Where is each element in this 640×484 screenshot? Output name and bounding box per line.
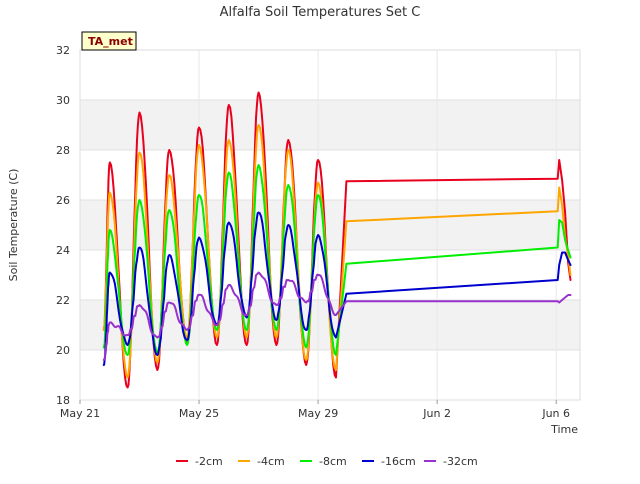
site-tag: TA_met — [81, 31, 137, 51]
site-tag-label: TA_met — [88, 35, 133, 48]
series-line-minus-32cm — [102, 271, 572, 361]
y-tick-label: 22 — [56, 294, 70, 307]
legend-label: -16cm — [381, 455, 416, 468]
y-tick-label: 20 — [56, 344, 70, 357]
plot-area-frame — [79, 49, 581, 401]
y-axis-title: Soil Temperature (C) — [7, 169, 20, 282]
y-tick-label: 32 — [56, 44, 70, 57]
x-tick-label: May 25 — [179, 407, 219, 420]
legend-item: -32cm — [424, 455, 478, 468]
y-tick-label: 18 — [56, 394, 70, 407]
legend: -2cm -4cm -8cm -16cm -32cm — [176, 455, 478, 468]
x-tick-label: May 21 — [60, 407, 100, 420]
y-tick-label: 24 — [56, 244, 70, 257]
legend-label: -2cm — [195, 455, 223, 468]
legend-item: -4cm — [238, 455, 285, 468]
legend-label: -32cm — [443, 455, 478, 468]
plot-band — [80, 100, 580, 150]
series-lines — [102, 91, 572, 389]
chart-title: Alfalfa Soil Temperatures Set C — [220, 5, 421, 20]
y-axis-ticks: 18 20 22 24 26 28 30 32 — [56, 44, 70, 407]
x-tick-label: Jun 2 — [422, 407, 451, 420]
plot-band — [80, 200, 580, 250]
x-axis-ticks: May 21 May 25 May 29 Jun 2 Jun 6 — [60, 400, 570, 420]
x-axis-title: Time — [550, 423, 578, 436]
y-tick-label: 26 — [56, 194, 70, 207]
x-tick-label: Jun 6 — [541, 407, 570, 420]
y-tick-label: 30 — [56, 94, 70, 107]
legend-item: -2cm — [176, 455, 223, 468]
legend-item: -8cm — [300, 455, 347, 468]
site-tag-box — [81, 31, 137, 51]
legend-item: -16cm — [362, 455, 416, 468]
y-tick-label: 28 — [56, 144, 70, 157]
legend-label: -8cm — [319, 455, 347, 468]
series-line-minus-16cm — [102, 211, 572, 366]
x-tick-label: May 29 — [298, 407, 338, 420]
legend-label: -4cm — [257, 455, 285, 468]
